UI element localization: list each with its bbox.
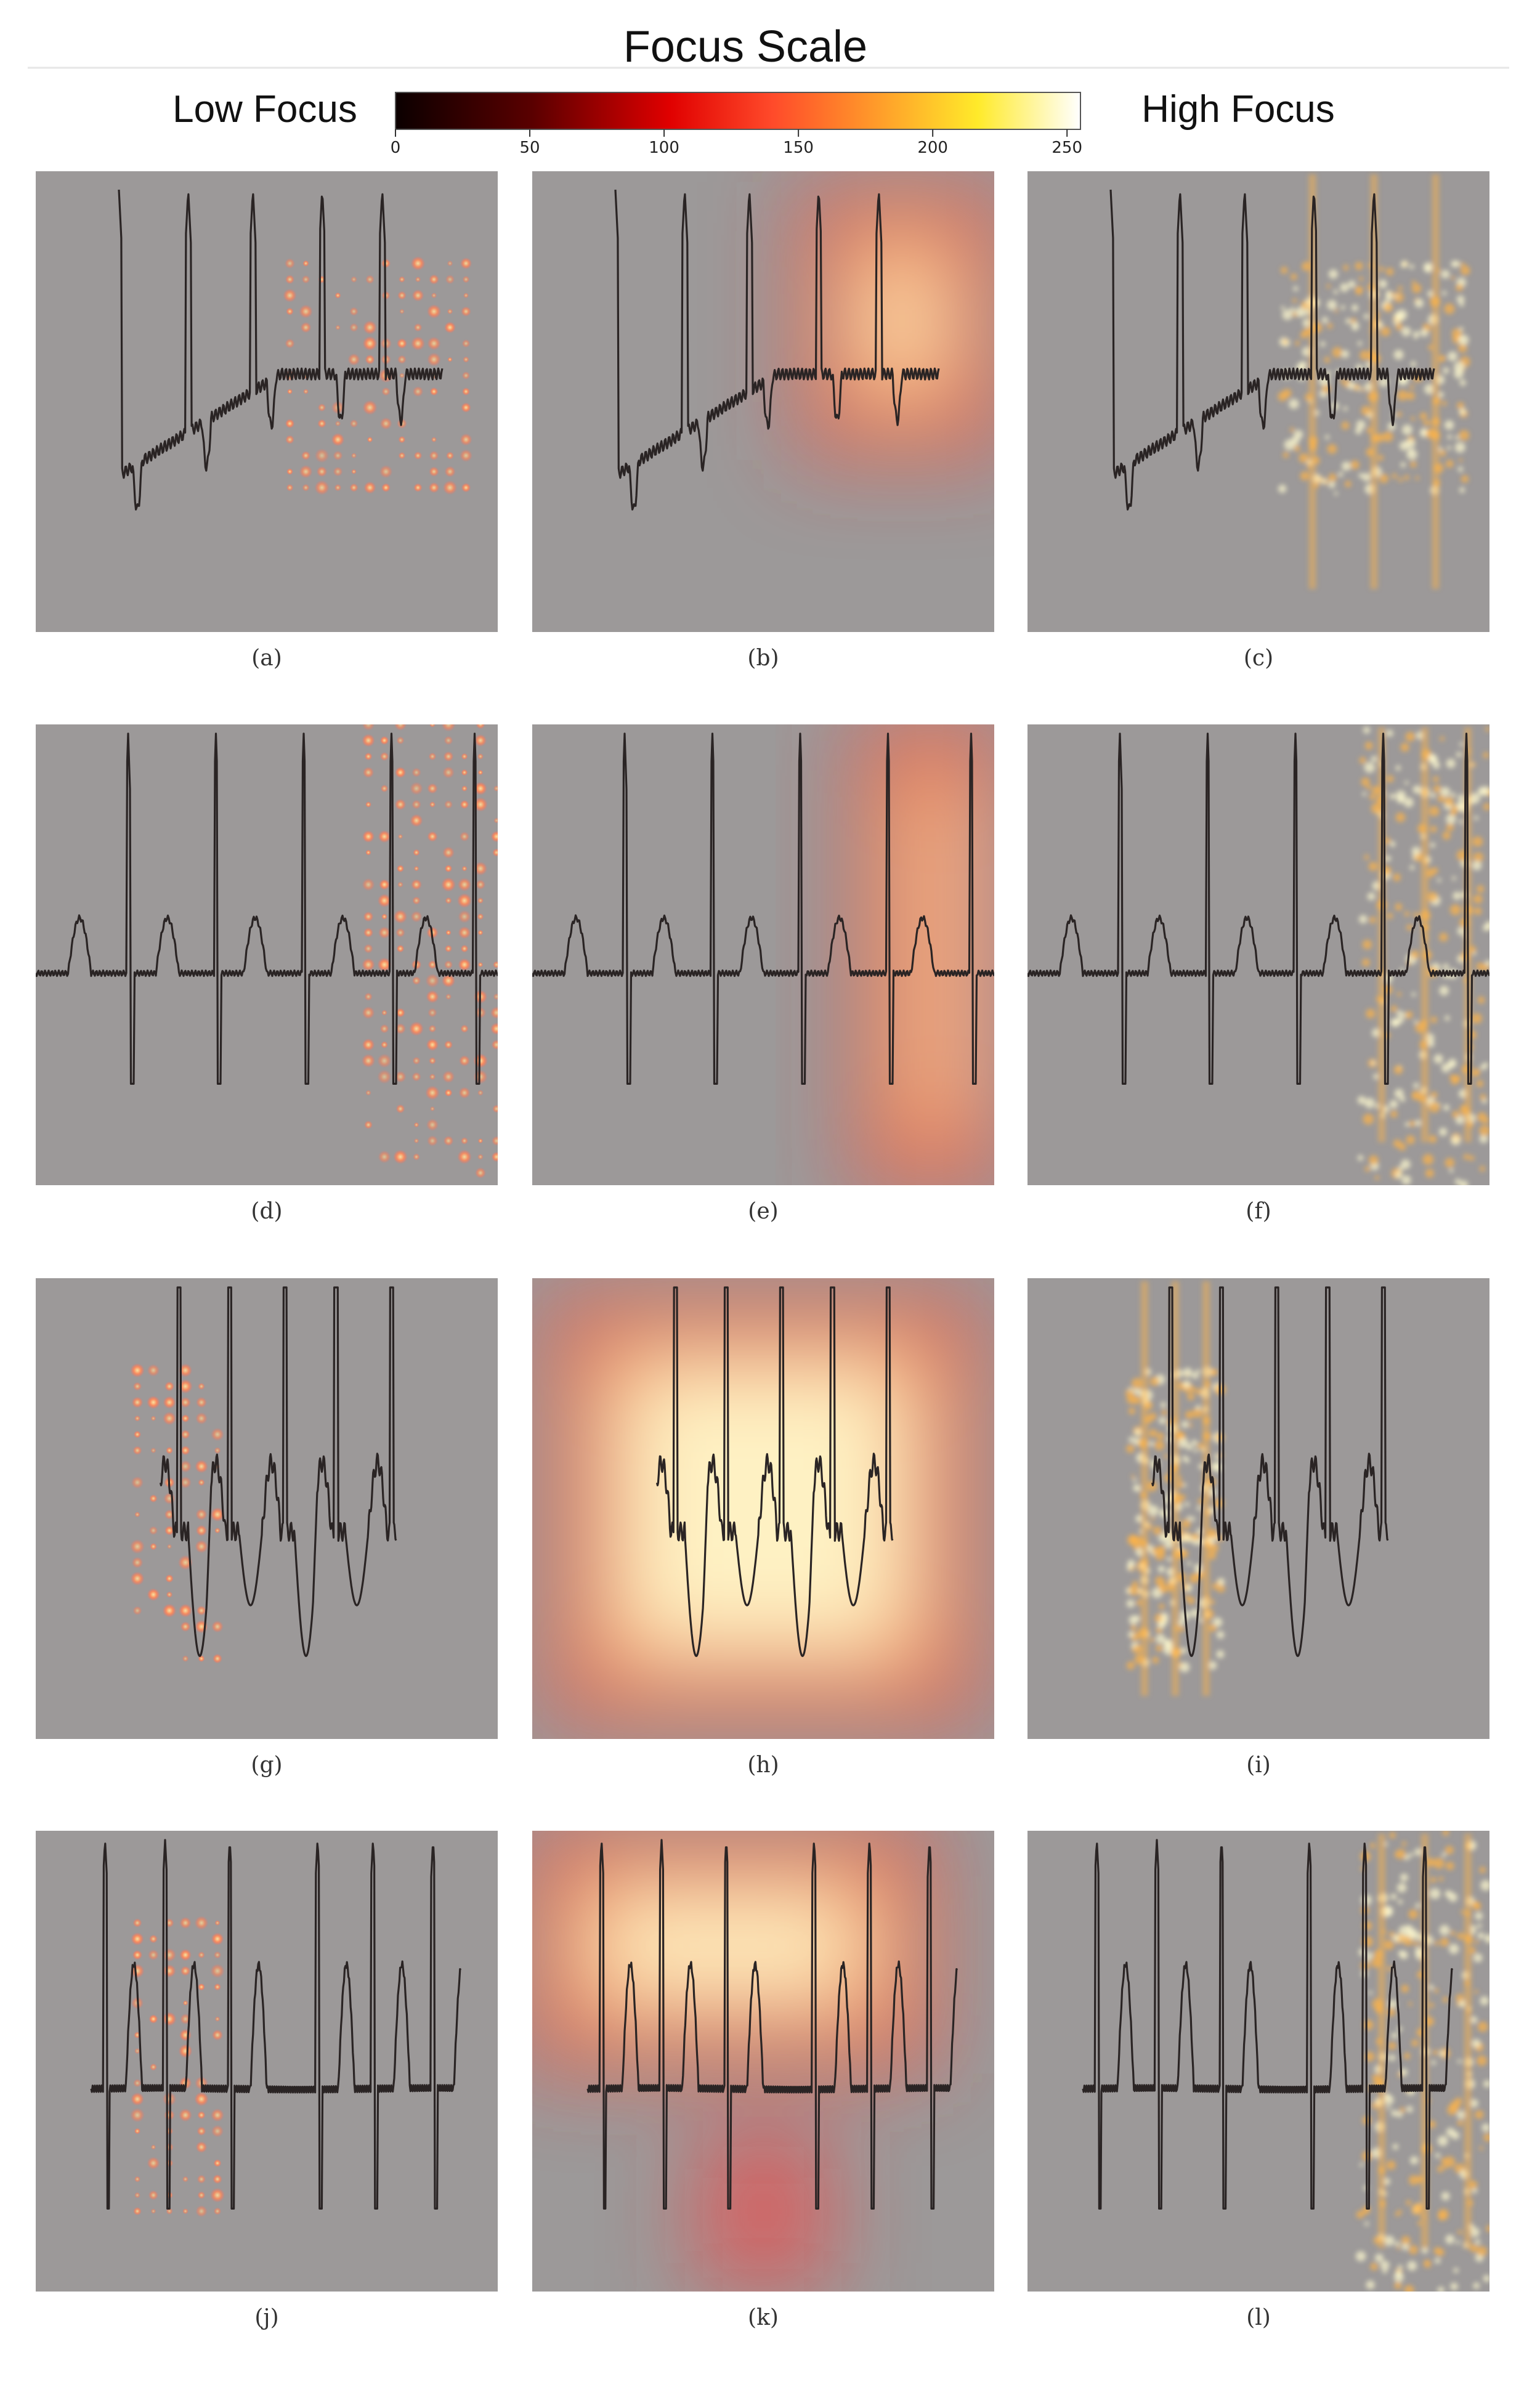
scale-title: Focus Scale (623, 22, 867, 71)
focus-scale-header: Focus Scale Low Focus High Focus 0 50 100 1… (28, 22, 1509, 157)
panel-caption-j: (j) (254, 2305, 279, 2330)
panel-i (1027, 1278, 1489, 1739)
panel-caption-g: (g) (251, 1753, 283, 1778)
saliency-overlay (1125, 1281, 1226, 1696)
panel-background (36, 1278, 498, 1739)
panel-j (36, 1831, 498, 2292)
ecg-trace (614, 189, 940, 511)
panel-background (1027, 1278, 1489, 1739)
panel-background (532, 1278, 994, 1739)
panel-l (1027, 1831, 1489, 2292)
colorbar-tick-label: 0 (391, 139, 401, 157)
panel-background (532, 724, 994, 1185)
saliency-overlay (532, 1831, 938, 2292)
panel-b (532, 171, 994, 632)
panel-background (532, 171, 994, 632)
colorbar-tick-label: 150 (783, 139, 814, 157)
panel-background (36, 171, 498, 632)
saliency-overlay (853, 724, 994, 1185)
panel-caption-l: (l) (1246, 2305, 1271, 2330)
panel-background (1027, 1831, 1489, 2292)
saliency-overlay (797, 182, 994, 460)
ecg-trace (655, 1286, 894, 1657)
saliency-overlay (1278, 174, 1470, 590)
ecg-trace (532, 732, 994, 1085)
panel-caption-d: (d) (251, 1199, 283, 1224)
ecg-trace (586, 1839, 958, 2210)
panel-a (36, 171, 498, 632)
panel-background (36, 724, 498, 1185)
saliency-overlay (1357, 726, 1489, 1185)
panel-caption-e: (e) (748, 1199, 779, 1224)
panel-h (532, 1278, 994, 1739)
saliency-overlay (130, 1363, 225, 1664)
panel-caption-c: (c) (1243, 646, 1274, 671)
ecg-trace (1109, 189, 1435, 511)
saliency-overlay (362, 724, 498, 1178)
colorbar-ticks: 0 50 100 150 200 250 (391, 129, 1082, 157)
ecg-trace (36, 732, 498, 1085)
panel-background (532, 1831, 994, 2292)
panel-caption-a: (a) (251, 646, 282, 671)
saliency-overlay (283, 256, 472, 495)
high-focus-label: High Focus (1141, 88, 1335, 131)
ecg-trace (118, 189, 444, 511)
saliency-overlay (1355, 1831, 1489, 2292)
colorbar-tick-label: 200 (917, 139, 948, 157)
ecg-trace (1082, 1839, 1454, 2210)
panel-caption-i: (i) (1246, 1753, 1271, 1778)
saliency-overlay (543, 1289, 984, 1728)
panel-background (36, 1831, 498, 2292)
panel-g (36, 1278, 498, 1739)
panel-caption-k: (k) (748, 2305, 779, 2330)
panel-c (1027, 171, 1489, 632)
low-focus-label: Low Focus (172, 88, 357, 131)
panel-f (1027, 724, 1489, 1185)
panel-e (532, 724, 994, 1185)
colorbar (395, 92, 1081, 130)
ecg-trace (90, 1839, 462, 2210)
panel-caption-b: (b) (747, 646, 779, 671)
panel-background (1027, 724, 1489, 1185)
panel-caption-h: (h) (747, 1753, 779, 1778)
saliency-overlay (130, 1916, 225, 2218)
ecg-trace (1151, 1286, 1389, 1657)
panel-caption-f: (f) (1246, 1199, 1271, 1224)
colorbar-tick-label: 100 (649, 139, 679, 157)
panel-d (36, 724, 498, 1185)
colorbar-tick-label: 250 (1052, 139, 1082, 157)
ecg-trace (1027, 732, 1489, 1085)
colorbar-tick-label: 50 (519, 139, 540, 157)
ecg-trace (159, 1286, 397, 1657)
panel-background (1027, 171, 1489, 632)
panel-k (532, 1831, 994, 2292)
